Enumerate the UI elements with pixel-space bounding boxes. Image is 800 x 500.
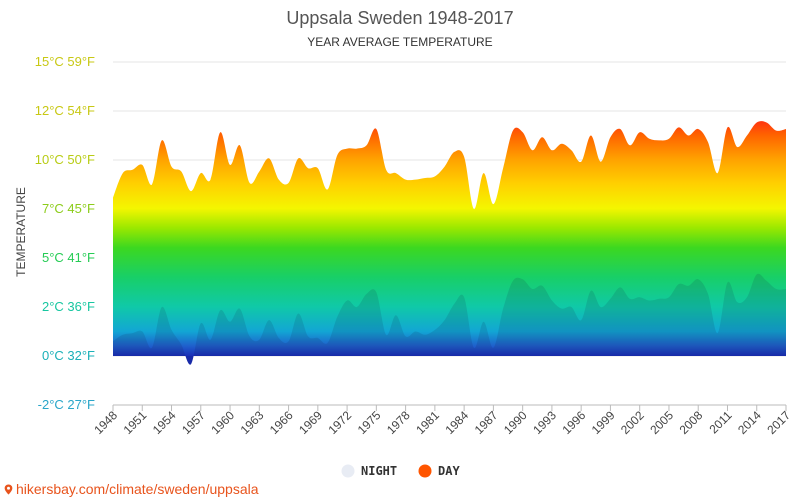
x-tick-label: 1948 (91, 408, 120, 437)
source-url-link[interactable]: hikersbay.com/climate/sweden/uppsala (16, 481, 259, 497)
x-tick-label: 1972 (325, 408, 354, 437)
x-tick-label: 1996 (560, 408, 589, 437)
legend-day-marker (418, 464, 432, 478)
y-axis-label: TEMPERATURE (14, 187, 28, 277)
x-tick-label: 1960 (208, 408, 237, 437)
x-tick-label: 2017 (764, 408, 793, 437)
x-tick-label: 1987 (472, 408, 501, 437)
legend-item-night[interactable]: NIGHT (341, 464, 398, 478)
x-tick-label: 1963 (238, 408, 267, 437)
night-series-area (113, 273, 786, 365)
x-tick-label: 1999 (589, 408, 618, 437)
y-tick-label: 12°C 54°F (35, 103, 95, 118)
x-tick-label: 2014 (735, 408, 764, 437)
legend-night-marker (341, 464, 355, 478)
x-axis-ticks: 1948 1951 1954 1957 1960 1963 1966 1969 1972 1975… (91, 405, 793, 437)
y-tick-label: 5°C 41°F (42, 250, 95, 265)
x-tick-label: 1957 (179, 408, 208, 437)
y-tick-label: -2°C 27°F (38, 397, 95, 412)
y-tick-label: 7°C 45°F (42, 201, 95, 216)
x-tick-label: 1969 (296, 408, 325, 437)
source-footer[interactable]: hikersbay.com/climate/sweden/uppsala (3, 481, 259, 497)
y-tick-label: 10°C 50°F (35, 152, 95, 167)
x-tick-label: 2005 (647, 408, 676, 437)
y-tick-label: 15°C 59°F (35, 54, 95, 69)
x-tick-label: 1984 (442, 408, 471, 437)
x-tick-label: 1951 (121, 408, 150, 437)
legend: NIGHT DAY (341, 464, 461, 478)
x-tick-label: 1981 (413, 408, 442, 437)
x-tick-label: 2008 (677, 408, 706, 437)
x-tick-label: 2002 (618, 408, 647, 437)
night-series-shade (113, 273, 786, 365)
legend-item-day[interactable]: DAY (418, 464, 461, 478)
x-tick-label: 2011 (706, 408, 734, 436)
x-tick-label: 1975 (355, 408, 384, 437)
x-tick-label: 1966 (267, 408, 296, 437)
legend-day-label: DAY (438, 464, 460, 478)
y-tick-label: 2°C 36°F (42, 299, 95, 314)
y-axis-tick-labels: -2°C 27°F 0°C 32°F 2°C 36°F 5°C 41°F 7°C 45°… (35, 54, 95, 412)
x-tick-label: 1993 (530, 408, 559, 437)
x-tick-label: 1954 (150, 408, 179, 437)
chart-subtitle: YEAR AVERAGE TEMPERATURE (307, 35, 492, 49)
x-tick-label: 1990 (501, 408, 530, 437)
chart-title: Uppsala Sweden 1948-2017 (286, 8, 513, 28)
legend-night-label: NIGHT (361, 464, 397, 478)
map-pin-icon (4, 484, 13, 495)
y-tick-label: 0°C 32°F (42, 348, 95, 363)
x-tick-label: 1978 (384, 408, 413, 437)
